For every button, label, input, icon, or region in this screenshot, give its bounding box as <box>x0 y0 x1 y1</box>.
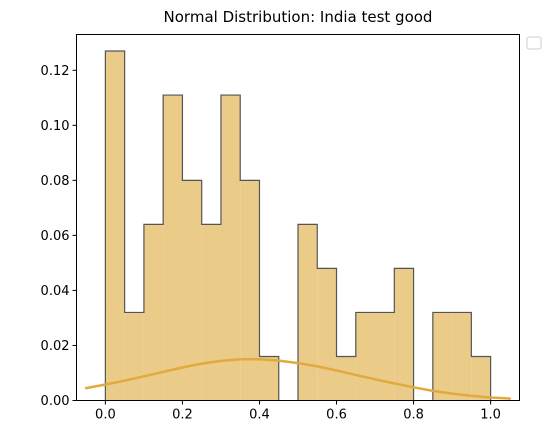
density-curve-layer <box>84 357 512 400</box>
histogram-outline <box>104 50 492 401</box>
histogram-bar <box>105 51 125 401</box>
x-tick-label: 0.2 <box>172 408 193 423</box>
y-tick-label: 0.10 <box>41 119 70 134</box>
x-tick-label: 0.0 <box>95 408 116 423</box>
y-tick-label: 0.04 <box>41 284 70 299</box>
histogram-bars <box>104 50 492 401</box>
histogram-bar <box>432 312 453 401</box>
legend-box <box>526 36 542 50</box>
histogram-bar <box>336 356 356 401</box>
x-tick-label: 0.8 <box>403 408 424 423</box>
histogram-bar <box>317 268 337 401</box>
y-tick-label: 0.12 <box>41 64 70 79</box>
y-tick-label: 0.02 <box>41 339 70 354</box>
chart-title: Normal Distribution: India test good <box>164 8 433 26</box>
x-tick-label: 0.6 <box>326 408 347 423</box>
histogram-bar <box>124 312 144 401</box>
y-tick-label: 0.00 <box>41 394 70 409</box>
histogram-bar <box>375 312 395 401</box>
histogram-bar <box>220 95 241 401</box>
x-tick-label: 0.4 <box>249 408 270 423</box>
histogram-bar <box>298 224 318 401</box>
histogram-bar <box>259 356 279 401</box>
histogram-bar <box>143 224 164 401</box>
histogram-bar <box>240 180 260 401</box>
histogram-bar <box>182 180 202 401</box>
y-tick-label: 0.08 <box>41 174 70 189</box>
histogram-bar <box>201 224 221 401</box>
histogram-bar <box>163 95 183 401</box>
histogram-bar <box>355 312 376 401</box>
histogram-bar <box>394 268 414 401</box>
plot-frame <box>76 34 520 401</box>
density-curve <box>84 357 512 400</box>
x-tick-label: 1.0 <box>480 408 501 423</box>
x-axis: 0.0 0.2 0.4 0.6 0.8 1.0 <box>95 400 501 423</box>
histogram-bar <box>452 312 472 401</box>
y-tick-label: 0.06 <box>41 229 70 244</box>
histogram-bar <box>471 356 491 401</box>
y-axis: 0.00 0.02 0.04 0.06 0.08 0.10 0.12 <box>41 64 77 409</box>
